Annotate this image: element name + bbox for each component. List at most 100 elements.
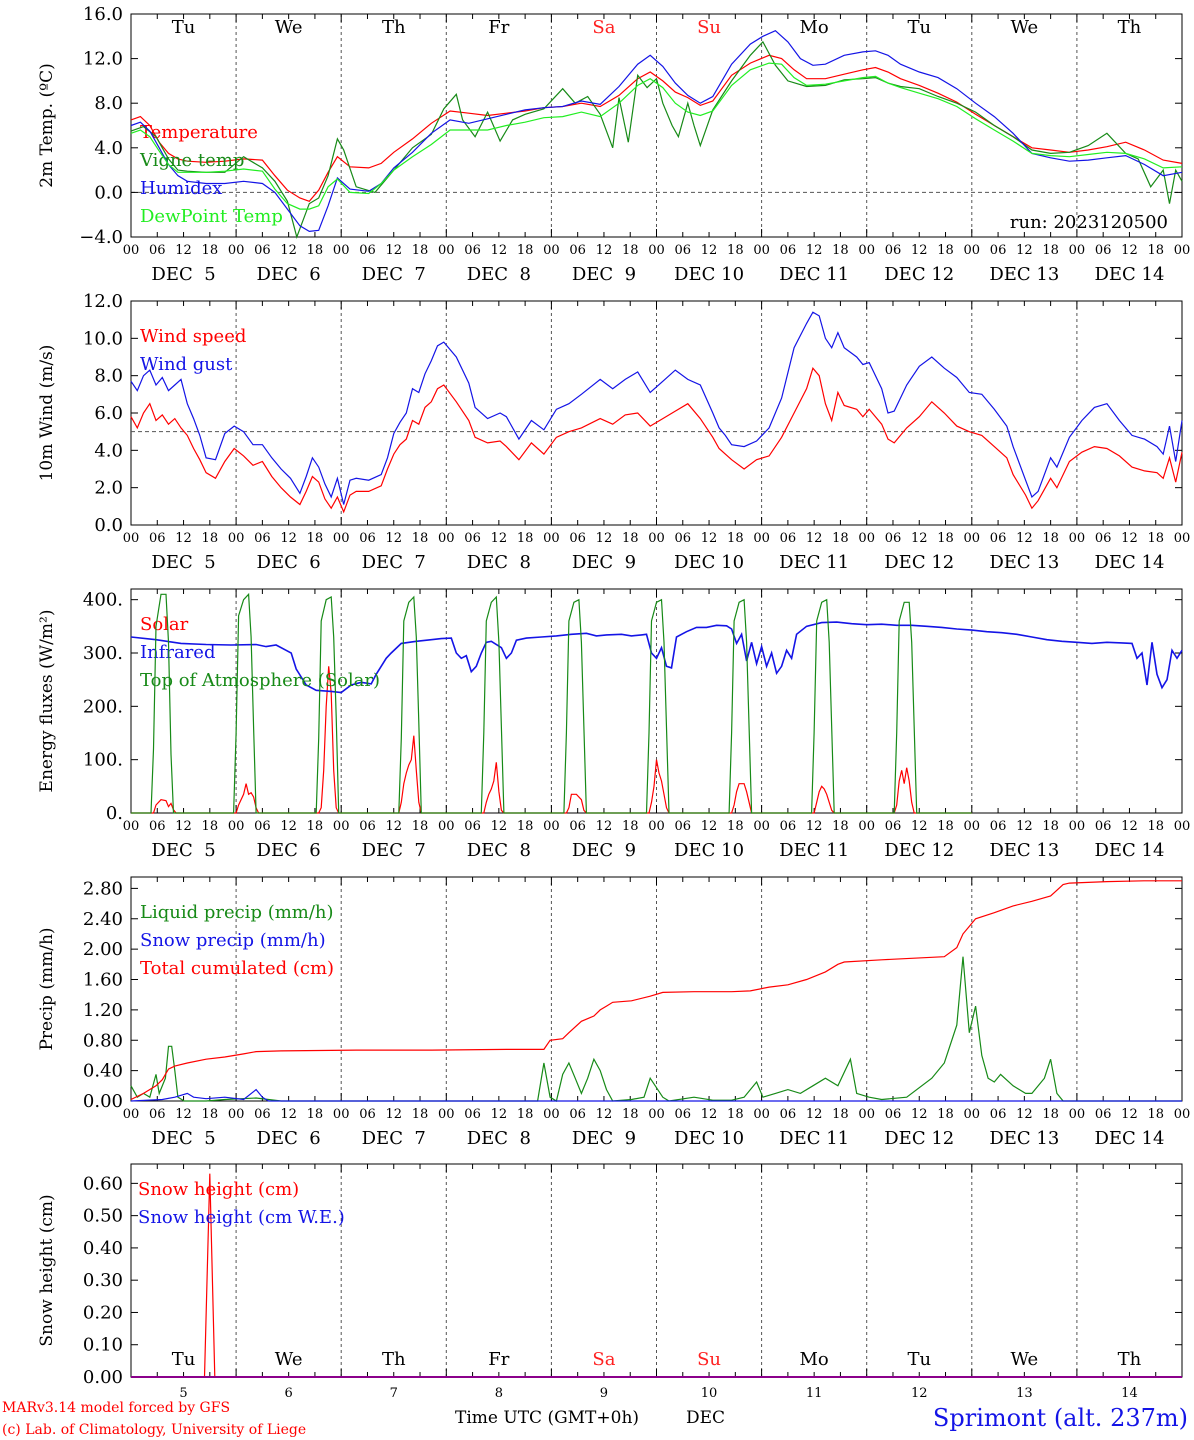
hour-tick-label: 12 [385,819,402,834]
hour-tick-label: 00 [543,243,560,258]
hour-tick-label: 18 [832,819,849,834]
legend-entry: Top of Atmosphere (Solar) [140,670,380,691]
hour-tick-label: 06 [675,531,692,546]
hour-tick-label: 18 [517,243,534,258]
hour-tick-label: 00 [123,531,140,546]
y-tick-label: 10.0 [83,328,123,349]
series-line-1 [130,54,1183,203]
hour-tick-label: 00 [1174,243,1191,258]
y-tick-label: 12.0 [83,291,123,312]
hour-tick-label: 00 [228,531,245,546]
hour-tick-label: 00 [753,243,770,258]
legend-entry: Temperature [140,122,258,143]
date-label: DEC 8 [467,840,531,861]
hour-tick-label: 06 [254,243,271,258]
hour-tick-label: 18 [412,1107,429,1122]
month-label: DEC [686,1408,725,1428]
hour-tick-label: 06 [885,531,902,546]
series-line-3 [130,29,1183,233]
hour-tick-label: 06 [464,531,481,546]
hour-tick-label: 00 [753,1107,770,1122]
hour-tick-label: 12 [1016,819,1033,834]
y-tick-label: 0.60 [83,1173,123,1194]
panel-4: 00 06 12 18 00 06 12 18 00 06 12 18 00 06 12 18 00 06 12 18… [37,876,1190,1149]
hour-tick-label: 06 [149,531,166,546]
y-tick-label: 16.0 [83,4,123,25]
panel-2: 00 06 12 18 00 06 12 18 00 06 12 18 00 06 12 18 00 06 12 18… [37,291,1190,573]
chart-panels: 00 06 12 18 00 06 12 18 00 06 12 18 00 06 12 18 00 06 12 18… [37,4,1190,1401]
hour-tick-label: 06 [990,1107,1007,1122]
hour-tick-label: 00 [333,243,350,258]
date-label: DEC 8 [467,1128,531,1149]
hour-tick-label: 18 [937,243,954,258]
series-line-2 [130,1088,1182,1102]
time-axis-label: Time UTC (GMT+0h) [455,1408,639,1428]
hour-tick-label: 06 [990,531,1007,546]
plot-frame [130,300,1183,526]
hour-tick-label: 00 [543,1107,560,1122]
hour-tick-label: 18 [202,819,219,834]
hour-tick-label: 12 [280,531,297,546]
hour-tick-label: 00 [964,243,981,258]
y-tick-label: 0.20 [83,1302,123,1323]
weekday-label: We [275,1349,303,1370]
hour-tick-label: 06 [990,819,1007,834]
hour-tick-label: 00 [964,1107,981,1122]
date-label: DEC 8 [467,552,531,573]
y-tick-label: 0.40 [83,1061,123,1082]
model-credit: MARv3.14 model forced by GFS [2,1400,230,1416]
hour-tick-label: 00 [964,819,981,834]
hour-tick-label: 06 [464,819,481,834]
weekday-label: Tu [172,1349,196,1370]
hour-tick-label: 18 [412,819,429,834]
series-line-3 [130,880,1182,1101]
hour-tick-label: 00 [228,819,245,834]
legend-entry: Wind gust [140,354,233,375]
hour-tick-label: 12 [491,819,508,834]
hour-tick-label: 00 [1069,531,1086,546]
hour-tick-label: 06 [1095,531,1112,546]
hour-tick-label: 12 [596,1107,613,1122]
y-tick-label: 2.00 [83,939,123,960]
day-number-label: 7 [390,1386,398,1401]
hour-tick-label: 00 [1069,243,1086,258]
hour-tick-label: 06 [675,819,692,834]
weekday-label: Su [697,17,721,38]
weekday-label: Th [1118,17,1142,38]
hour-tick-label: 00 [1174,531,1191,546]
hour-tick-label: 00 [333,1107,350,1122]
date-label: DEC 6 [257,1128,321,1149]
hour-tick-label: 12 [1016,531,1033,546]
station-name: Sprimont (alt. 237m) [933,1404,1188,1432]
legend-entry: Liquid precip (mm/h) [140,902,334,923]
hour-tick-label: 18 [622,819,639,834]
hour-tick-label: 06 [675,243,692,258]
legend-entry: Wind speed [140,326,246,347]
legend-entry: Total cumulated (cm) [140,958,334,979]
y-tick-label: 0.0 [94,515,123,536]
date-label: DEC 14 [1094,1128,1164,1149]
y-axis-label: 2m Temp. (ºC) [37,63,57,188]
legend-entry: Humidex [140,178,222,199]
hour-tick-label: 06 [1095,819,1112,834]
hour-tick-label: 06 [359,531,376,546]
hour-tick-label: 00 [123,1107,140,1122]
hour-tick-label: 18 [412,531,429,546]
hour-tick-label: 06 [780,819,797,834]
hour-tick-label: 00 [648,1107,665,1122]
day-number-label: 13 [1016,1386,1033,1401]
day-number-label: 9 [600,1386,608,1401]
hour-tick-label: 12 [491,531,508,546]
date-label: DEC 7 [362,840,426,861]
y-tick-label: 2.80 [83,878,123,899]
y-tick-label: 8.0 [94,366,123,387]
hour-tick-label: 12 [385,531,402,546]
hour-tick-label: 00 [228,1107,245,1122]
hour-tick-label: 12 [280,1107,297,1122]
date-label: DEC 12 [884,1128,954,1149]
hour-tick-label: 18 [1042,243,1059,258]
hour-tick-label: 06 [780,531,797,546]
weekday-label: Sa [592,17,615,38]
legend-entry: Infrared [140,642,215,663]
date-label: DEC 7 [362,552,426,573]
